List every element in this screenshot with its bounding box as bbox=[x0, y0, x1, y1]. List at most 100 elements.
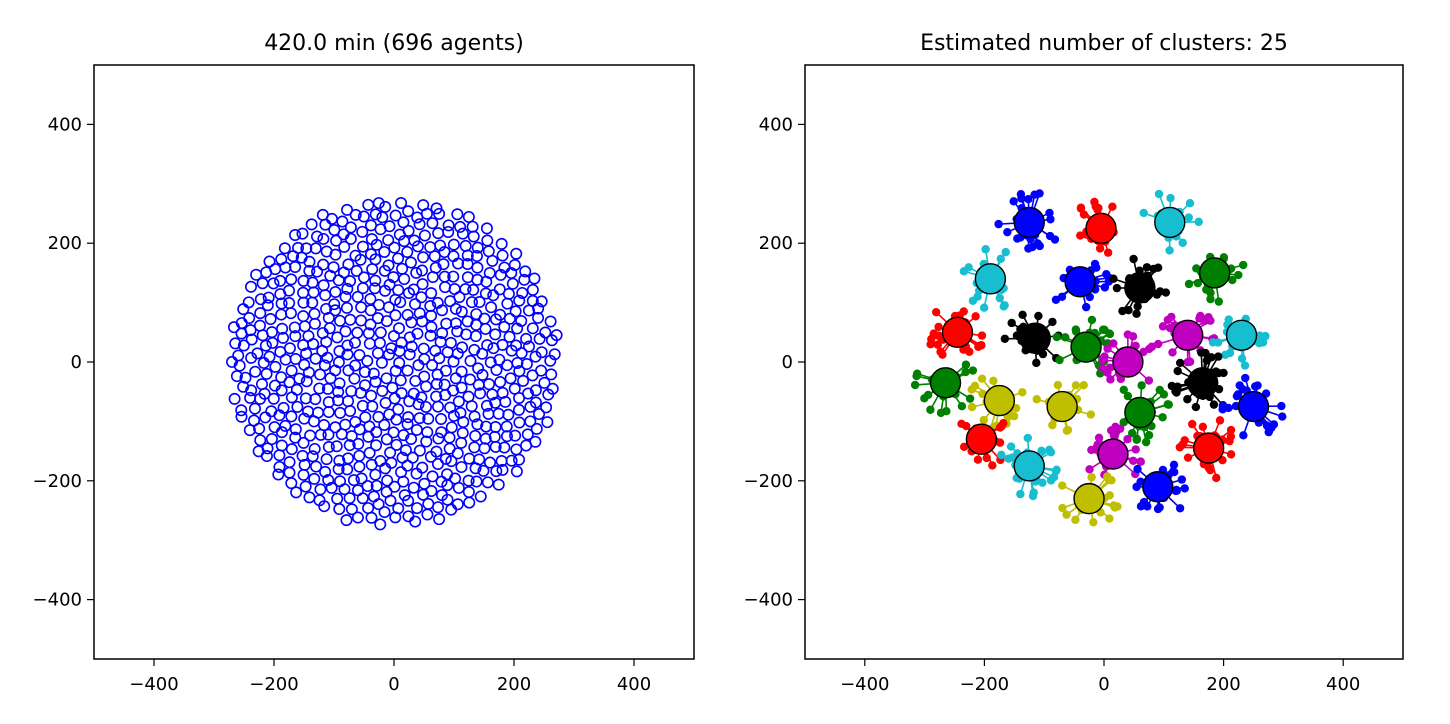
agent-point bbox=[413, 307, 426, 320]
agent-point bbox=[277, 331, 290, 344]
agent-point bbox=[357, 210, 370, 223]
cluster-member-point bbox=[1183, 357, 1192, 367]
cluster-member-point bbox=[1267, 423, 1276, 432]
cluster-member-point bbox=[1112, 283, 1122, 293]
cluster-member-point bbox=[1133, 302, 1142, 311]
right-y-tick-label: 200 bbox=[759, 233, 793, 254]
agent-point bbox=[419, 400, 432, 413]
agent-point bbox=[369, 274, 382, 287]
cluster-member-point bbox=[1166, 193, 1175, 203]
cluster-center-point bbox=[1124, 396, 1156, 429]
agent-point bbox=[493, 353, 506, 366]
cluster-21 bbox=[997, 433, 1061, 501]
agent-point bbox=[493, 283, 506, 296]
agent-point bbox=[535, 295, 548, 308]
cluster-member-point bbox=[1051, 466, 1061, 476]
agent-point bbox=[289, 330, 302, 343]
cluster-member-point bbox=[1016, 190, 1026, 199]
cluster-member-point bbox=[1123, 434, 1132, 444]
cluster-member-point bbox=[1103, 248, 1113, 257]
agent-point bbox=[254, 434, 267, 447]
agent-point bbox=[465, 296, 478, 309]
agent-point bbox=[487, 289, 500, 302]
agent-point bbox=[369, 208, 382, 221]
agent-point bbox=[237, 380, 250, 393]
agent-point bbox=[341, 463, 354, 476]
agent-point bbox=[541, 416, 554, 429]
cluster-member-point bbox=[1225, 348, 1235, 358]
agent-point bbox=[285, 364, 298, 377]
agent-point bbox=[333, 377, 346, 390]
agent-point bbox=[317, 279, 330, 292]
agent-point bbox=[340, 301, 353, 314]
cluster-center-point bbox=[1064, 266, 1096, 298]
agent-point bbox=[356, 492, 369, 505]
cluster-member-point bbox=[1192, 264, 1201, 273]
agent-point bbox=[252, 445, 265, 458]
cluster-17 bbox=[1112, 381, 1173, 447]
agent-point bbox=[532, 302, 545, 315]
agent-point bbox=[476, 347, 489, 360]
agent-point bbox=[325, 481, 338, 494]
agent-point bbox=[348, 372, 361, 385]
cluster-member-point bbox=[1238, 385, 1247, 394]
agent-point bbox=[455, 365, 468, 378]
agent-point bbox=[409, 298, 422, 311]
agent-point bbox=[244, 280, 257, 293]
cluster-member-point bbox=[1058, 503, 1067, 513]
agent-point bbox=[374, 326, 387, 339]
cluster-member-point bbox=[1167, 381, 1177, 391]
cluster-member-point bbox=[1228, 275, 1237, 285]
cluster-member-point bbox=[1224, 315, 1233, 324]
left-chart-x-axis: −400 −200 0 200 400 bbox=[129, 659, 651, 695]
agent-point bbox=[259, 411, 272, 424]
cluster-member-point bbox=[961, 360, 971, 369]
agent-point bbox=[272, 468, 285, 481]
agent-point bbox=[410, 266, 423, 279]
agent-point bbox=[353, 423, 366, 436]
agent-point bbox=[401, 364, 414, 377]
agent-point bbox=[358, 365, 371, 378]
agent-point bbox=[484, 356, 497, 369]
agent-point bbox=[532, 311, 545, 324]
cluster-member-point bbox=[1226, 425, 1236, 435]
cluster-member-point bbox=[1045, 445, 1054, 455]
cluster-16 bbox=[1032, 380, 1096, 435]
agent-point bbox=[380, 372, 393, 385]
cluster-6 bbox=[1109, 254, 1171, 318]
agent-point bbox=[403, 331, 416, 344]
agent-point bbox=[364, 292, 377, 305]
agent-point bbox=[392, 252, 405, 265]
agent-point bbox=[456, 341, 469, 354]
cluster-8 bbox=[926, 307, 987, 359]
cluster-member-point bbox=[1038, 478, 1047, 487]
agent-point bbox=[283, 296, 296, 309]
agent-point bbox=[433, 513, 446, 526]
agent-point bbox=[380, 433, 393, 446]
agent-point bbox=[411, 327, 424, 340]
agent-point bbox=[264, 313, 277, 326]
agent-point bbox=[431, 458, 444, 471]
cluster-member-point bbox=[999, 419, 1008, 428]
agent-point bbox=[424, 329, 437, 342]
agent-point bbox=[462, 210, 475, 223]
agent-point bbox=[442, 225, 455, 238]
agent-point bbox=[353, 460, 366, 473]
agent-point bbox=[464, 354, 477, 367]
agent-point bbox=[285, 410, 298, 423]
agent-point bbox=[516, 286, 529, 299]
agent-point bbox=[371, 312, 384, 325]
agent-point bbox=[316, 344, 329, 357]
agent-point bbox=[469, 462, 482, 475]
agent-point bbox=[470, 250, 483, 263]
cluster-center-point bbox=[1192, 432, 1225, 464]
cluster-member-point bbox=[1239, 431, 1248, 440]
cluster-center-point bbox=[941, 316, 974, 348]
agent-point bbox=[297, 286, 310, 299]
agent-point bbox=[521, 428, 534, 441]
agent-point bbox=[401, 418, 414, 431]
agent-point bbox=[329, 304, 342, 317]
agent-point bbox=[296, 227, 309, 240]
right-chart-points bbox=[910, 189, 1287, 527]
cluster-member-point bbox=[1142, 263, 1152, 272]
